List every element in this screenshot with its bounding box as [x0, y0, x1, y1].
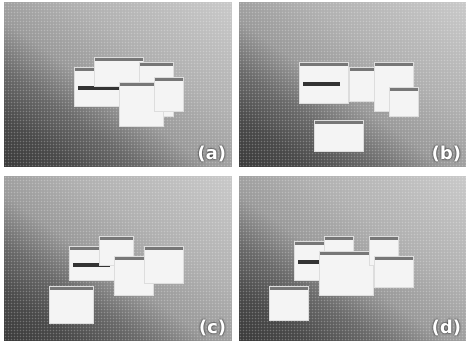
window — [144, 246, 184, 284]
window — [319, 251, 374, 296]
panel: (c) — [4, 176, 232, 341]
figure: (() => { const data = JSON.parse(documen… — [0, 0, 466, 342]
panel: (b) — [239, 2, 466, 167]
window — [49, 286, 94, 324]
window — [389, 87, 419, 117]
panel-label: (c) — [199, 317, 226, 338]
window — [269, 286, 309, 321]
window — [154, 77, 184, 112]
window — [314, 120, 364, 152]
panel-label: (a) — [197, 143, 226, 164]
panel: (d) — [239, 176, 466, 341]
window — [299, 62, 349, 104]
window — [374, 256, 414, 288]
panel-label: (b) — [432, 143, 461, 164]
panel: (a) — [4, 2, 232, 167]
panel-label: (d) — [432, 317, 461, 338]
